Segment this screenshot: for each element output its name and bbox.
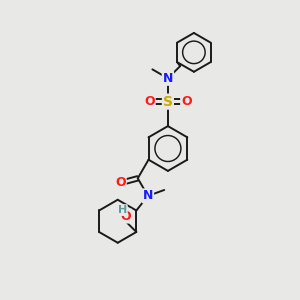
Text: O: O xyxy=(121,210,131,223)
Text: O: O xyxy=(144,95,155,108)
Text: O: O xyxy=(181,95,192,108)
Text: S: S xyxy=(163,94,173,109)
Text: N: N xyxy=(163,72,173,85)
Text: N: N xyxy=(143,189,153,203)
Text: H: H xyxy=(118,205,127,215)
Text: O: O xyxy=(115,176,126,189)
